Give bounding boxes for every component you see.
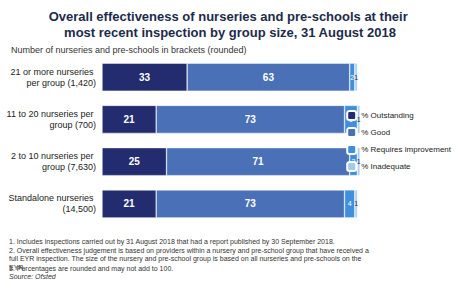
svg-text:Source: Ofsted: Source: Ofsted [9,273,57,280]
svg-text:Standalone nurseries: Standalone nurseries [8,193,96,203]
svg-text:Overall effectiveness of nurse: Overall effectiveness of nurseries and p… [49,9,412,24]
svg-text:% Requires improvement: % Requires improvement [361,145,452,154]
svg-text:11 to 20 nurseries per: 11 to 20 nurseries per [7,109,96,119]
svg-text:per group (1,420): per group (1,420) [26,78,96,88]
svg-text:21 or more nurseries: 21 or more nurseries [10,67,96,77]
svg-text:2 to 10 nurseries per: 2 to 10 nurseries per [11,151,96,161]
svg-text:Number of nurseries and pre-sc: Number of nurseries and pre-schools in b… [11,45,247,55]
svg-text:3. Percentages are rounded and: 3. Percentages are rounded and may not a… [9,265,173,273]
svg-text:full EYR inspection. The size: full EYR inspection. The size of the nur… [9,255,363,263]
svg-text:4: 4 [348,200,352,207]
svg-text:1: 1 [357,116,361,123]
svg-text:71: 71 [253,156,265,167]
svg-text:group (7,630): group (7,630) [42,162,96,172]
svg-text:most recent inspection by grou: most recent inspection by group size, 31… [64,25,396,40]
svg-text:73: 73 [245,114,257,125]
svg-text:63: 63 [263,72,275,83]
svg-text:% Outstanding: % Outstanding [361,111,413,120]
svg-text:1. Includes inspections carrie: 1. Includes inspections carried out by 3… [9,238,335,246]
svg-text:1: 1 [357,158,361,165]
svg-text:2. Overall effectiveness judge: 2. Overall effectiveness judgement is ba… [9,247,371,255]
svg-text:21: 21 [124,198,136,209]
svg-text:33: 33 [139,72,151,83]
svg-text:1: 1 [354,74,358,81]
svg-text:1: 1 [354,200,358,207]
svg-text:(14,500): (14,500) [62,204,96,214]
svg-text:group (700): group (700) [49,120,96,130]
svg-text:% Inadequate: % Inadequate [361,162,411,171]
svg-text:% Good: % Good [361,128,390,137]
svg-text:25: 25 [129,156,141,167]
svg-text:21: 21 [124,114,136,125]
svg-text:2: 2 [350,73,355,81]
svg-text:73: 73 [245,198,257,209]
